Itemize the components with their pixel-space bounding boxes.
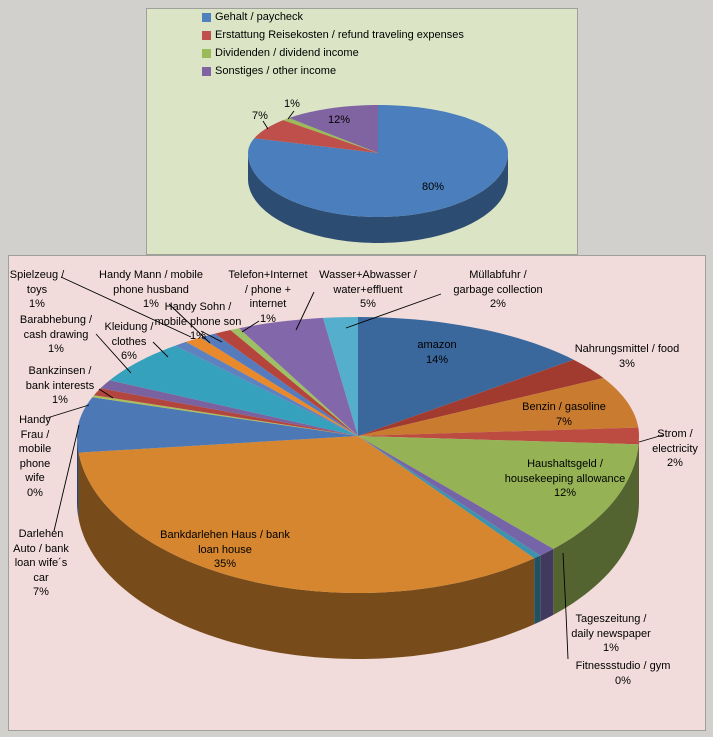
label-leader-line	[345, 293, 442, 329]
label-leader-line	[565, 612, 569, 660]
legend-label: Dividenden / dividend income	[215, 47, 359, 59]
pie-slice-gehalt-paycheck[interactable]	[248, 105, 508, 217]
pie-slice-handy-mann-mobile-phone-husband[interactable]	[186, 337, 358, 437]
pie-slice-spielzeug-toys[interactable]	[175, 341, 358, 436]
pie-slice-side-bankdarlehen-haus-bank-loan-house	[78, 452, 535, 659]
pie-slice-bankdarlehen-haus-bank-loan-house[interactable]	[78, 436, 535, 593]
pie-slice-haushaltsgeld-housekeeping-allowance[interactable]	[358, 436, 639, 549]
label-leader-line	[287, 110, 295, 120]
pie-slice-side-fitnessstudio-gym	[534, 555, 541, 625]
label-leader-line	[60, 276, 192, 338]
expenses-pie-canvas	[46, 276, 664, 660]
legend-swatch-icon	[202, 31, 211, 40]
pie-slice-side-gehalt-paycheck	[248, 153, 508, 243]
label-leader-line	[46, 404, 90, 419]
label-leader-line	[241, 320, 260, 333]
pie-slice-side-tageszeitung-daily-newspaper	[540, 548, 554, 622]
label-leader-line	[168, 303, 211, 344]
pie-slice-erstattung-reisekosten-refund-traveling-[interactable]	[254, 120, 378, 153]
label-leader-line	[152, 341, 169, 358]
pie-slice-sonstiges-other-income[interactable]	[289, 105, 378, 153]
pie-slice-strom-electricity[interactable]	[358, 427, 639, 445]
label-leader-line	[638, 434, 664, 443]
label-leader-line	[95, 333, 132, 374]
pie-slice-side-haushaltsgeld-housekeeping-allowance	[553, 444, 639, 615]
label-leader-line	[200, 330, 223, 343]
legend-label: Gehalt / paycheck	[215, 11, 304, 23]
legend-swatch-icon	[202, 49, 211, 58]
pie-slice-telefon-internet-phone-internet[interactable]	[215, 330, 358, 436]
pie-slice-benzin-gasoline[interactable]	[358, 378, 639, 436]
pie-slice-kleidung-clothes[interactable]	[109, 345, 358, 436]
legend-swatch-icon	[202, 67, 211, 76]
pie-slice-amazon[interactable]	[358, 317, 574, 436]
pie-slice-dividenden-dividend-income[interactable]	[283, 118, 378, 153]
label-leader-line	[562, 552, 567, 614]
label-leader-line	[53, 424, 80, 532]
pie-slice-m-llabfuhr-garbage-collection[interactable]	[323, 317, 358, 436]
pie-slice-side-darlehen-auto-bank-loan-wife-s-car	[77, 436, 79, 519]
label-leader-line	[295, 291, 315, 331]
legend-label: Sonstiges / other income	[215, 65, 337, 77]
expenses-chart-panel: Spielzeug / toys 1% Handy Mann / mobile p…	[8, 255, 706, 731]
income-chart-panel: 7% 1% 12% 80% Gehalt / paycheck Erstattung Re…	[146, 8, 578, 255]
label-leader-line	[262, 120, 269, 130]
pie-slice-wasser-abwasser-water-effluent[interactable]	[239, 317, 358, 436]
label-leader-line	[98, 388, 114, 399]
legend-swatch-icon	[202, 13, 211, 22]
pie-slice-darlehen-auto-bank-loan-wife-s-car[interactable]	[77, 397, 358, 453]
income-pie-canvas	[248, 105, 508, 243]
pie-slice-nahrungsmittel-food[interactable]	[358, 359, 604, 436]
pie-slice-slice[interactable]	[230, 328, 358, 436]
pie-slice-fitnessstudio-gym[interactable]	[358, 436, 541, 559]
pie-slice-barabhebung-cash-drawing[interactable]	[100, 380, 359, 436]
pie-slice-handy-frau-mobile-phone-wife[interactable]	[92, 395, 359, 436]
pie-slice-tageszeitung-daily-newspaper[interactable]	[358, 436, 554, 556]
pie-slice-bankzinsen-bank-interests[interactable]	[94, 388, 358, 436]
pie-slice-handy-sohn-mobile-phone-son[interactable]	[200, 333, 358, 436]
legend-label: Erstattung Reisekosten / refund travelin…	[215, 29, 464, 41]
